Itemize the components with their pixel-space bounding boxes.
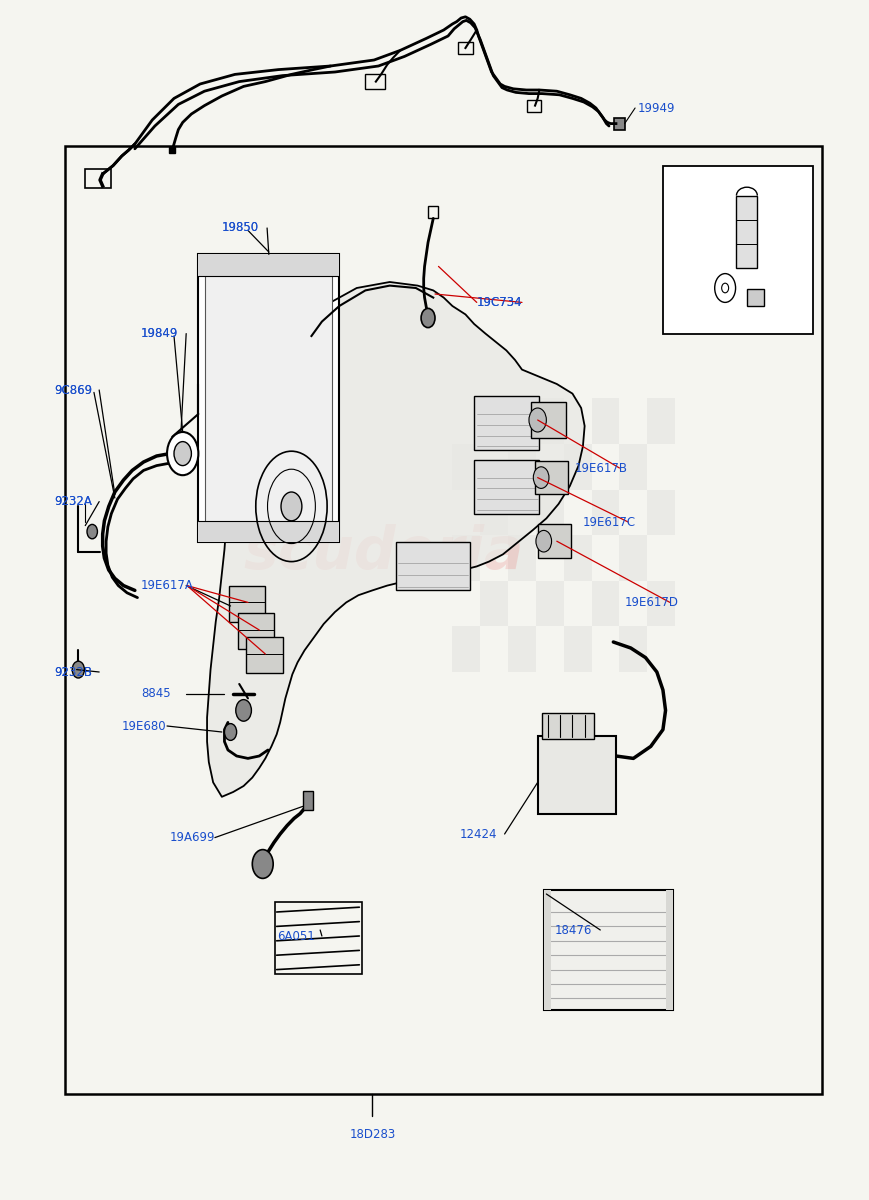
Bar bbox=[647, 581, 674, 626]
Bar bbox=[591, 398, 619, 444]
Text: 19C734: 19C734 bbox=[476, 296, 521, 308]
Bar bbox=[457, 42, 473, 54]
Circle shape bbox=[235, 700, 251, 721]
Bar bbox=[302, 791, 313, 810]
Bar bbox=[452, 535, 480, 581]
Text: 9232B: 9232B bbox=[54, 666, 92, 678]
Bar bbox=[662, 166, 813, 334]
Bar bbox=[237, 613, 274, 649]
Circle shape bbox=[167, 432, 198, 475]
Bar bbox=[541, 713, 594, 739]
Text: 19E617D: 19E617D bbox=[624, 596, 678, 608]
Bar bbox=[480, 490, 507, 535]
Text: 9C869: 9C869 bbox=[54, 384, 92, 396]
Circle shape bbox=[535, 530, 551, 552]
Bar bbox=[480, 581, 507, 626]
Text: HS1: HS1 bbox=[725, 311, 750, 323]
Text: 19949: 19949 bbox=[637, 102, 674, 114]
Bar bbox=[85, 169, 111, 188]
Bar bbox=[530, 402, 565, 438]
Text: scuderia: scuderia bbox=[243, 523, 523, 581]
Bar bbox=[535, 398, 563, 444]
Bar bbox=[198, 254, 339, 542]
Text: 19850: 19850 bbox=[222, 222, 259, 234]
Text: 19C734: 19C734 bbox=[476, 296, 521, 308]
Circle shape bbox=[87, 524, 97, 539]
Bar bbox=[563, 444, 591, 490]
Bar bbox=[665, 890, 672, 1010]
Text: 9232A: 9232A bbox=[54, 496, 92, 508]
Text: 9C869: 9C869 bbox=[54, 384, 92, 396]
Bar bbox=[619, 535, 647, 581]
Text: 8845: 8845 bbox=[141, 688, 170, 700]
Circle shape bbox=[281, 492, 302, 521]
Bar bbox=[563, 626, 591, 672]
Bar bbox=[537, 524, 570, 558]
Circle shape bbox=[72, 661, 84, 678]
Text: 19E617C: 19E617C bbox=[582, 516, 635, 528]
Bar bbox=[591, 581, 619, 626]
Bar bbox=[543, 890, 550, 1010]
Bar bbox=[647, 398, 674, 444]
Bar bbox=[474, 396, 539, 450]
Polygon shape bbox=[207, 282, 584, 797]
Text: 9232A: 9232A bbox=[54, 496, 92, 508]
Bar bbox=[619, 444, 647, 490]
Text: 18476: 18476 bbox=[554, 924, 592, 936]
Circle shape bbox=[252, 850, 273, 878]
Text: 19849: 19849 bbox=[141, 328, 178, 340]
Bar bbox=[474, 460, 539, 514]
Bar bbox=[480, 398, 507, 444]
Text: 9232B: 9232B bbox=[54, 666, 92, 678]
Bar bbox=[229, 586, 265, 622]
Bar bbox=[428, 206, 438, 218]
Bar bbox=[246, 637, 282, 673]
Bar bbox=[395, 542, 469, 590]
Bar bbox=[591, 490, 619, 535]
Text: 19E617B: 19E617B bbox=[574, 462, 627, 474]
Bar bbox=[543, 890, 672, 1010]
Text: 19849: 19849 bbox=[141, 328, 178, 340]
Bar bbox=[534, 461, 567, 494]
Bar bbox=[198, 254, 339, 276]
Bar bbox=[535, 581, 563, 626]
Text: 19E680: 19E680 bbox=[122, 720, 166, 732]
Bar bbox=[746, 289, 764, 306]
Bar bbox=[507, 535, 535, 581]
Bar bbox=[563, 535, 591, 581]
Bar bbox=[452, 626, 480, 672]
Bar bbox=[507, 444, 535, 490]
Circle shape bbox=[533, 467, 548, 488]
Text: 19A699: 19A699 bbox=[169, 832, 215, 844]
Text: 19850: 19850 bbox=[222, 222, 259, 234]
Text: 19E617A: 19E617A bbox=[141, 580, 194, 592]
Bar bbox=[537, 736, 615, 814]
Circle shape bbox=[528, 408, 546, 432]
Bar bbox=[452, 444, 480, 490]
Bar bbox=[205, 264, 332, 533]
Circle shape bbox=[174, 442, 191, 466]
Bar bbox=[507, 626, 535, 672]
Bar bbox=[365, 74, 384, 89]
Circle shape bbox=[421, 308, 434, 328]
Circle shape bbox=[224, 724, 236, 740]
Bar bbox=[275, 902, 362, 974]
Bar bbox=[735, 196, 756, 268]
Bar bbox=[647, 490, 674, 535]
Bar bbox=[198, 521, 339, 542]
Bar bbox=[614, 118, 624, 130]
Bar bbox=[527, 100, 541, 112]
Circle shape bbox=[721, 283, 728, 293]
Text: 18D283: 18D283 bbox=[348, 1128, 395, 1140]
Circle shape bbox=[713, 274, 735, 302]
Text: 6A051: 6A051 bbox=[276, 930, 314, 942]
Bar bbox=[619, 626, 647, 672]
Bar bbox=[65, 146, 821, 1094]
Text: 12424: 12424 bbox=[459, 828, 496, 840]
Bar bbox=[535, 490, 563, 535]
